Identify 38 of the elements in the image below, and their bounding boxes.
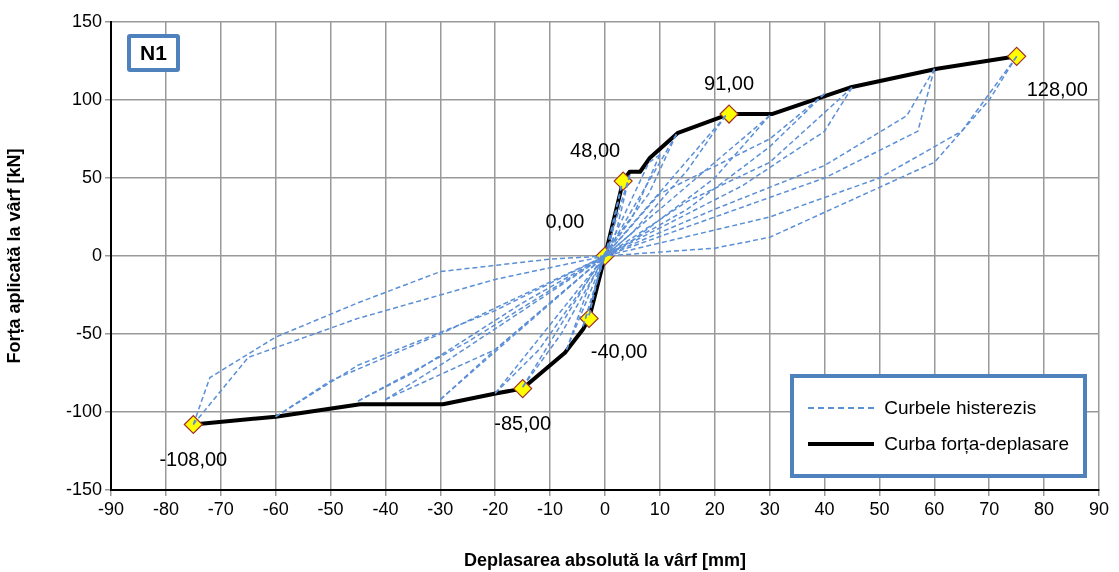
x-tick-label: 30 [759, 498, 780, 519]
x-tick-label: -30 [427, 498, 454, 519]
x-tick-label: -50 [317, 498, 344, 519]
x-tick-label: -80 [152, 498, 179, 519]
x-tick-label: 60 [924, 498, 945, 519]
x-tick-label: -60 [262, 498, 289, 519]
x-tick-label: 40 [814, 498, 835, 519]
x-tick-label: 80 [1034, 498, 1055, 519]
x-tick-label: 70 [979, 498, 1000, 519]
x-tick-label: -40 [372, 498, 399, 519]
x-tick-label: 20 [704, 498, 725, 519]
data-label: -108,00 [159, 448, 228, 470]
x-tick-label: 90 [1088, 498, 1110, 519]
x-tick-label: 0 [599, 498, 611, 519]
x-tick-label: -70 [207, 498, 234, 519]
x-tick-label: -10 [537, 498, 564, 519]
x-axis-title: Deplasarea absolută la vârf [mm] [463, 550, 747, 571]
data-label: 48,00 [570, 138, 621, 161]
legend-label: Curba forța-deplasare [884, 433, 1069, 455]
data-label: 91,00 [704, 71, 755, 94]
y-tick-label: 0 [91, 244, 102, 265]
data-label: -85,00 [494, 412, 552, 435]
legend-label: Curbele histerezis [884, 397, 1037, 419]
y-tick-label: -100 [65, 400, 102, 421]
y-tick-label: 150 [71, 10, 102, 31]
annotation: N1 [127, 34, 180, 72]
y-tick-label: -150 [65, 478, 102, 499]
data-label: 128,00 [1026, 77, 1088, 100]
data-label: -40,00 [590, 339, 648, 362]
x-tick-label: 50 [869, 498, 890, 519]
data-label: 0,00 [545, 209, 585, 232]
x-tick-label: -90 [97, 498, 125, 519]
y-tick-label: 50 [81, 166, 102, 187]
y-tick-label: 100 [71, 88, 102, 109]
y-tick-label: -50 [75, 322, 102, 343]
x-tick-label: 10 [649, 498, 670, 519]
x-tick-label: -20 [482, 498, 509, 519]
y-axis-title: Forța aplicată la vârf [kN] [3, 148, 24, 364]
